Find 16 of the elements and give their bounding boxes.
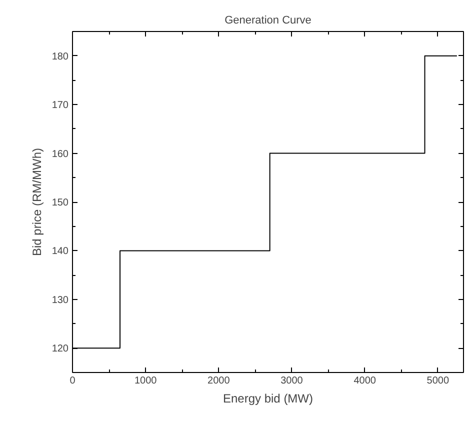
y-tick-label: 140 — [52, 246, 69, 258]
y-tick-label: 180 — [52, 51, 69, 62]
chart-title: Generation Curve — [224, 14, 312, 26]
y-tick-label: 120 — [52, 344, 69, 355]
x-tick-label: 4000 — [354, 376, 376, 386]
y-tick-label: 130 — [52, 294, 69, 306]
y-tick-label: 170 — [52, 100, 69, 112]
x-tick-label: 2000 — [208, 376, 230, 386]
y-tick-label: 150 — [52, 198, 69, 208]
x-tick-label: 5000 — [426, 376, 450, 386]
y-tick-label: 160 — [52, 148, 69, 160]
x-axis-title: Energy bid (MW) — [222, 392, 314, 406]
x-tick-label: 1000 — [134, 376, 158, 386]
x-tick-label: 3000 — [280, 376, 304, 386]
y-axis-title: Bid price (RM/MWh) — [30, 148, 44, 256]
x-tick-label: 0 — [70, 376, 76, 386]
